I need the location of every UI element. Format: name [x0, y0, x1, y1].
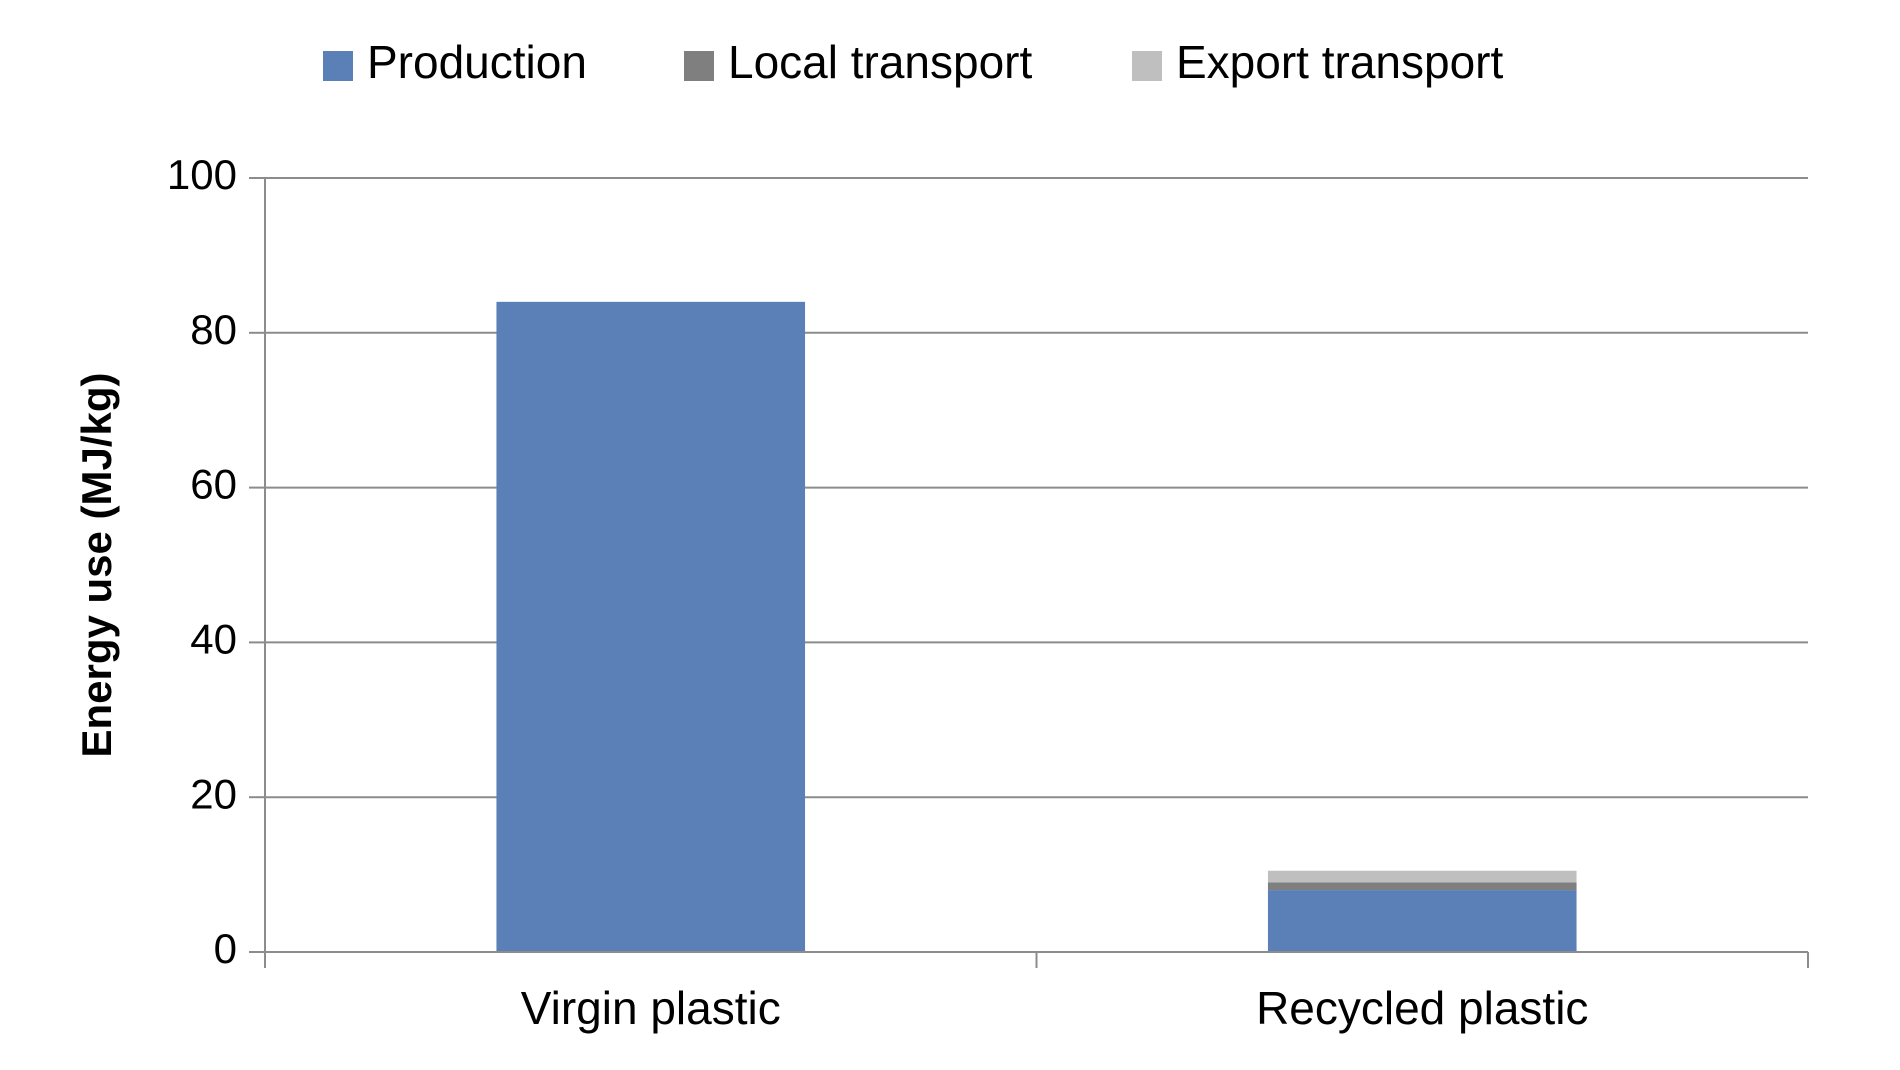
category-labels: Virgin plastic Recycled plastic — [521, 982, 1589, 1034]
y-tick-label: 80 — [190, 306, 237, 353]
bar-production — [496, 301, 806, 953]
bar-local-transport — [1267, 882, 1577, 891]
tick-labels: 0 20 40 60 80 100 — [167, 151, 265, 972]
bar-production — [1267, 890, 1577, 952]
y-tick-label: 0 — [214, 925, 237, 972]
legend: Production Local transport Export transpor… — [323, 36, 1503, 88]
legend-label: Local transport — [728, 36, 1032, 88]
legend-swatch — [1132, 51, 1162, 81]
y-tick-label: 40 — [190, 615, 237, 662]
bar-export-transport — [1267, 870, 1577, 883]
legend-swatch — [323, 51, 353, 81]
bars — [496, 301, 1577, 953]
y-axis-title: Energy use (MJ/kg) — [73, 372, 120, 757]
legend-swatch — [684, 51, 714, 81]
legend-label: Production — [367, 36, 587, 88]
y-tick-label: 100 — [167, 151, 237, 198]
y-tick-label: 20 — [190, 770, 237, 817]
x-category-label: Virgin plastic — [521, 982, 781, 1034]
y-tick-label: 60 — [190, 461, 237, 508]
legend-label: Export transport — [1176, 36, 1503, 88]
axes — [264, 178, 1809, 968]
x-category-label: Recycled plastic — [1256, 982, 1588, 1034]
